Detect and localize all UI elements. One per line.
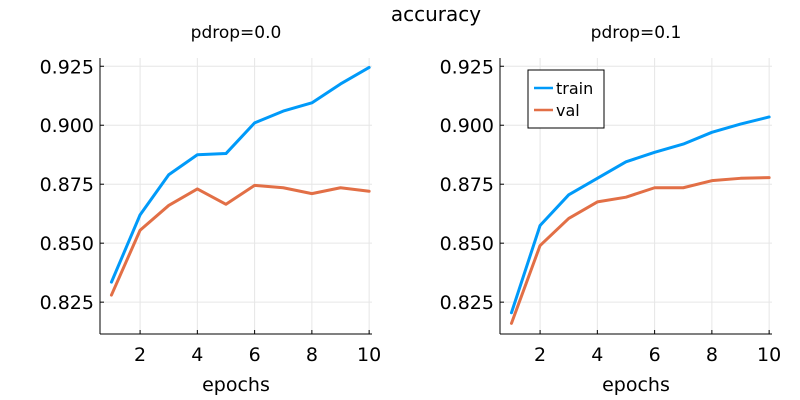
- x-tick-label: 2: [534, 344, 546, 366]
- figure-title: accuracy: [391, 2, 481, 26]
- x-tick-label: 2: [134, 344, 146, 366]
- x-axis-label: epochs: [202, 374, 270, 396]
- y-tick-label: 0.825: [440, 292, 494, 314]
- x-tick-label: 10: [357, 344, 381, 366]
- x-tick-label: 10: [757, 344, 781, 366]
- subplot-title: pdrop=0.0: [191, 23, 282, 43]
- series-line-val: [109, 183, 371, 297]
- x-tick-label: 4: [191, 344, 203, 366]
- legend-label-train: train: [556, 79, 593, 98]
- series-line-train: [109, 65, 371, 284]
- x-tick-label: 8: [706, 344, 718, 366]
- legend-label-val: val: [556, 101, 580, 120]
- series-line-val: [509, 176, 771, 325]
- subplot-grid: pdrop=0.0 2 4 6 8 10 0.825 0.850 0.875 0.900 0.925…: [40, 23, 782, 396]
- gridlines: [100, 58, 372, 334]
- y-tick-label: 0.925: [440, 56, 494, 78]
- x-tick-label: 6: [249, 344, 261, 366]
- y-tick-label: 0.875: [40, 174, 94, 196]
- x-tick-label: 6: [649, 344, 661, 366]
- y-tick-label: 0.900: [440, 115, 494, 137]
- x-tick-label: 4: [591, 344, 603, 366]
- y-tick-label: 0.900: [40, 115, 94, 137]
- y-tick-label: 0.925: [40, 56, 94, 78]
- y-tick-label: 0.850: [40, 233, 94, 255]
- subplot-title: pdrop=0.1: [591, 23, 682, 43]
- y-tick-label: 0.875: [440, 174, 494, 196]
- subplot-1: pdrop=0.0 2 4 6 8 10 0.825 0.850 0.875 0.900 0.925…: [40, 23, 382, 396]
- y-tick-label: 0.850: [440, 233, 494, 255]
- y-tick-label: 0.825: [40, 292, 94, 314]
- legend-box: [527, 69, 605, 129]
- x-tick-label: 8: [306, 344, 318, 366]
- legend: train val: [527, 69, 605, 129]
- x-axis-label: epochs: [602, 374, 670, 396]
- series-line-train: [509, 115, 771, 315]
- subplot-2: pdrop=0.1 2 4 6 8 10 0.825 0.850 0.875 0.900 0.925…: [440, 23, 782, 396]
